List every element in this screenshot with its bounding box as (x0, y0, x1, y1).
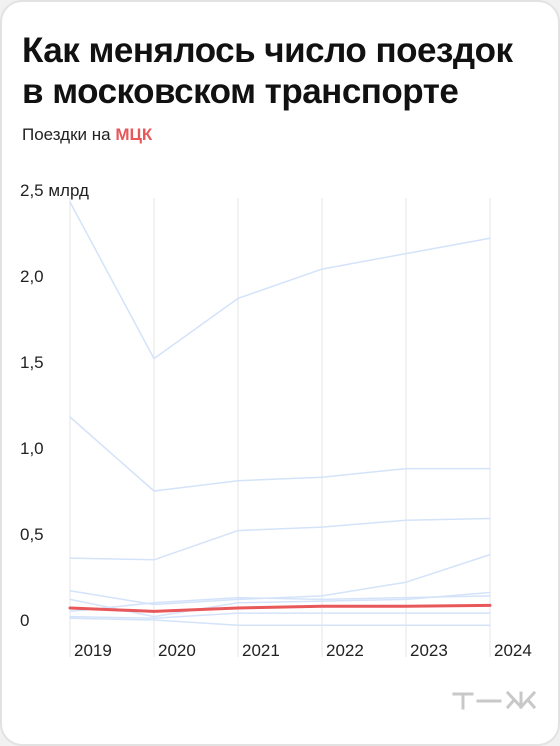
y-tick-label: 0 (20, 611, 29, 630)
x-tick-label: 2023 (410, 641, 448, 660)
subtitle-highlight: МЦК (115, 125, 153, 144)
series-lines (68, 201, 492, 626)
y-tick-label: 2,5 млрд (20, 181, 89, 200)
chart-subtitle: Поездки на МЦК (22, 125, 152, 145)
highlighted-series-line (68, 603, 492, 613)
series-line (69, 201, 491, 360)
x-tick-label: 2021 (242, 641, 280, 660)
series-line (69, 517, 491, 561)
x-tick-label: 2020 (158, 641, 196, 660)
brand-logo (452, 690, 537, 710)
x-tick-label: 2024 (494, 641, 532, 660)
y-tick-label: 1,0 (20, 439, 44, 458)
x-tick-label: 2022 (326, 641, 364, 660)
series-line (69, 595, 491, 613)
series-line (69, 612, 491, 620)
y-tick-label: 0,5 (20, 525, 44, 544)
series-line (69, 617, 491, 626)
series-line (69, 591, 491, 618)
series-line (69, 416, 491, 492)
series-line (69, 553, 491, 606)
y-tick-label: 1,5 (20, 353, 44, 372)
x-axis-ticks: 2019 2020 2021 2022 2023 2024 (74, 641, 532, 660)
subtitle-prefix: Поездки на (22, 125, 111, 144)
chart-title: Как менялось число поездок в московском … (22, 31, 513, 111)
x-tick-label: 2019 (74, 641, 112, 660)
y-axis-ticks: 2,5 млрд 2,0 1,5 1,0 0,5 0 (20, 181, 89, 630)
gridlines (69, 198, 491, 657)
y-tick-label: 2,0 (20, 267, 44, 286)
